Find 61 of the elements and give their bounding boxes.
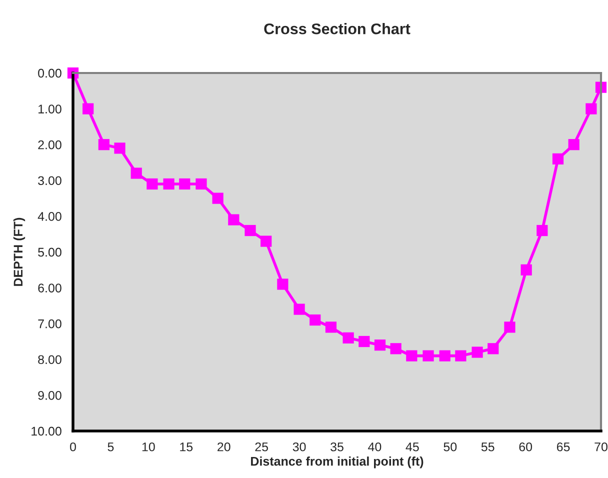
point xyxy=(212,192,224,204)
y-tick-label: 9.00 xyxy=(38,391,62,400)
point xyxy=(568,139,580,150)
x-axis-title: Distance from initial point (ft) xyxy=(251,456,424,468)
y-tick-label: 10.00 xyxy=(32,426,62,436)
x-tick-label: 30 xyxy=(292,442,306,452)
x-tick-label: 60 xyxy=(519,442,532,452)
x-tick-label: 50 xyxy=(444,442,457,452)
point xyxy=(294,304,305,315)
point xyxy=(439,350,450,362)
point xyxy=(406,350,418,362)
point xyxy=(130,168,142,179)
point xyxy=(342,332,354,344)
point xyxy=(163,178,174,190)
x-tick-label: 35 xyxy=(330,442,344,452)
chart-title: Cross Section Chart xyxy=(264,23,410,34)
x-tick-label: 0 xyxy=(70,442,76,452)
point xyxy=(390,343,402,354)
point xyxy=(310,314,321,326)
point xyxy=(552,153,564,164)
point xyxy=(146,178,158,190)
point xyxy=(228,214,240,226)
point xyxy=(536,224,548,236)
point xyxy=(244,224,256,236)
y-tick-label: 3.00 xyxy=(38,176,62,186)
y-tick-label: 8.00 xyxy=(38,355,62,364)
y-tick-label: 0.00 xyxy=(38,68,62,78)
x-tick-label: 70 xyxy=(594,442,608,452)
x-tick-label: 55 xyxy=(481,442,494,452)
point xyxy=(358,336,370,348)
x-tick-label: 25 xyxy=(255,442,268,452)
y-tick-label: 5.00 xyxy=(38,248,62,257)
point xyxy=(196,178,207,190)
point xyxy=(98,139,110,150)
point xyxy=(260,236,272,247)
y-tick-label: 6.00 xyxy=(38,284,62,292)
point xyxy=(179,178,190,190)
point xyxy=(325,322,337,333)
x-tick-label: 5 xyxy=(108,442,114,452)
point xyxy=(504,322,516,333)
y-axis-title: DEPTH (FT) xyxy=(13,218,26,286)
x-tick-label: 10 xyxy=(142,442,155,452)
point xyxy=(520,264,532,276)
point xyxy=(422,350,434,362)
x-tick-label: 15 xyxy=(180,442,193,452)
x-tick-label: 20 xyxy=(218,442,230,452)
point xyxy=(82,103,94,114)
x-tick-label: 40 xyxy=(368,442,382,452)
y-tick-label: 1.00 xyxy=(38,104,62,114)
x-tick-label: 45 xyxy=(406,442,419,452)
point xyxy=(114,142,126,154)
x-tick-label: 65 xyxy=(556,442,570,452)
y-tick-label: 7.00 xyxy=(38,319,62,328)
point xyxy=(586,103,597,114)
point xyxy=(277,278,288,290)
point xyxy=(488,343,499,354)
point xyxy=(472,346,483,358)
point xyxy=(374,340,386,351)
point xyxy=(455,350,466,362)
y-tick-label: 2.00 xyxy=(38,140,62,150)
y-tick-label: 4.00 xyxy=(38,212,62,221)
